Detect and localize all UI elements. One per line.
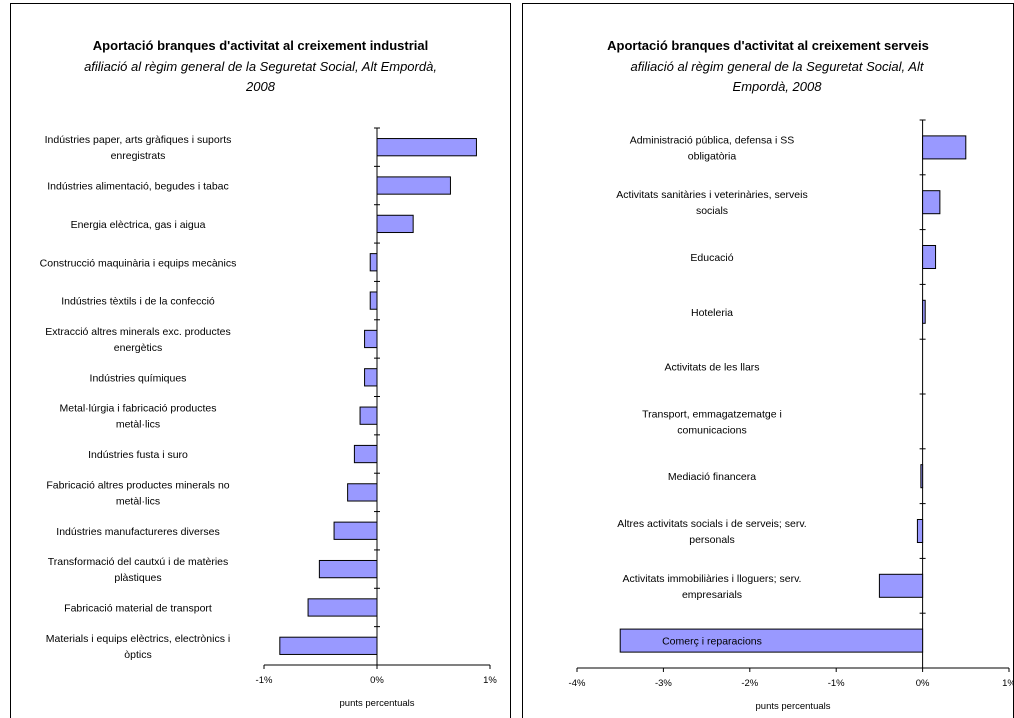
- chart-subtitle: afiliació al règim general de la Seguret…: [630, 59, 924, 94]
- bar: [878, 573, 924, 598]
- category-label: Activitats de les llars: [664, 362, 759, 374]
- bar: [369, 291, 378, 310]
- bar: [619, 628, 924, 653]
- bar: [364, 329, 378, 349]
- category-label: Administració pública, defensa i SS oblig…: [630, 134, 795, 162]
- category-label: Fabricació material de transport: [64, 602, 212, 614]
- x-tick-label: 0%: [916, 678, 930, 689]
- chart-title: Aportació branques d'activitat al creixe…: [607, 38, 929, 53]
- category-label: Comerç i reparacions: [662, 636, 762, 648]
- bar: [922, 299, 926, 324]
- category-label: Hoteleria: [691, 307, 733, 319]
- chart-title: Aportació branques d'activitat al creixe…: [92, 38, 429, 53]
- bar: [920, 464, 924, 489]
- bar: [376, 176, 451, 195]
- category-label: Extracció altres minerals exc. productes…: [45, 326, 231, 354]
- bar: [922, 135, 967, 160]
- category-label: Indústries químiques: [90, 372, 187, 384]
- bar: [369, 253, 378, 272]
- category-label: Indústries alimentació, begudes i tabac: [47, 181, 229, 193]
- category-label: Transport, emmagatzematge i comunicacions: [642, 408, 782, 436]
- bar: [318, 559, 378, 579]
- category-label: Activitats immobiliàries i lloguers; ser…: [623, 573, 802, 601]
- bar: [916, 518, 924, 544]
- bar: [922, 190, 941, 215]
- x-axis-title: punts percentuals: [340, 698, 415, 709]
- category-label: Educació: [690, 252, 733, 264]
- category-label: Construcció maquinària i equips mecànics: [40, 257, 237, 269]
- bar: [376, 214, 414, 234]
- bar: [333, 521, 378, 540]
- bar: [307, 598, 378, 617]
- category-label: Transformació del cautxú i de matèries pl…: [48, 556, 229, 584]
- bar: [364, 368, 378, 387]
- category-label: Materials i equips elèctrics, electrònic…: [46, 633, 230, 661]
- bar: [359, 406, 378, 425]
- x-tick-label: -3%: [655, 678, 672, 689]
- x-tick-label: -1%: [828, 678, 845, 689]
- x-axis-title: punts percentuals: [756, 701, 831, 712]
- x-tick-label: -1%: [256, 675, 273, 686]
- x-tick-label: 0%: [370, 675, 384, 686]
- category-label: Metal·lúrgia i fabricació productes metàl…: [60, 403, 217, 431]
- chart-subtitle: afiliació al règim general de la Seguret…: [84, 59, 437, 94]
- category-label: Altres activitats socials i de serveis; …: [617, 518, 806, 546]
- chart-panel-serveis: Aportació branques d'activitat al creixe…: [522, 3, 1014, 718]
- category-label: Indústries manufactureres diverses: [56, 526, 219, 538]
- x-tick-label: -4%: [569, 678, 586, 689]
- category-label: Activitats sanitàries i veterinàries, se…: [616, 189, 807, 217]
- bar: [353, 444, 378, 464]
- bar: [376, 138, 477, 157]
- x-tick-label: -2%: [741, 678, 758, 689]
- category-label: Indústries paper, arts gràfiques i supor…: [45, 134, 232, 162]
- category-label: Indústries fusta i suro: [88, 449, 188, 461]
- category-label: Mediació financera: [668, 471, 756, 483]
- bar-chart-serveis: -4% -3% -2% -1% 0% 1% punts percentuals Adminis…: [569, 119, 1014, 712]
- bar: [347, 483, 378, 502]
- bar: [279, 636, 378, 655]
- category-label: Energia elèctrica, gas i aigua: [71, 219, 206, 231]
- category-label: Fabricació altres productes minerals no m…: [46, 479, 229, 507]
- bar: [922, 244, 937, 270]
- x-tick-label: 1%: [1002, 678, 1014, 689]
- x-tick-label: 1%: [483, 675, 497, 686]
- bar-chart-industrial: -1% 0% 1% punts percentuals Indústries paper…: [40, 127, 497, 709]
- category-label: Indústries tèxtils i de la confecció: [61, 296, 215, 308]
- chart-panel-industrial: Aportació branques d'activitat al creixe…: [10, 3, 511, 718]
